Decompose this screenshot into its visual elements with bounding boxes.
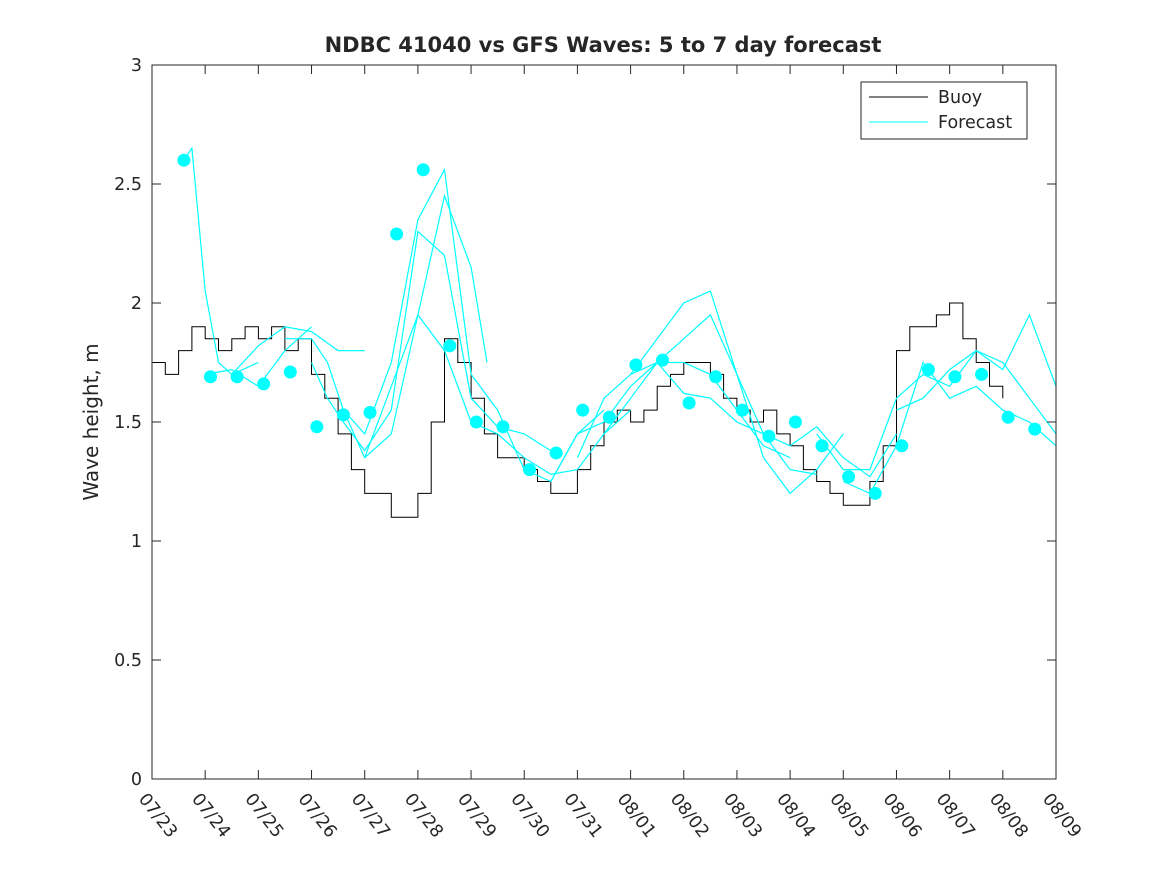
forecast-marker-point	[1001, 410, 1015, 424]
forecast-marker-point	[682, 396, 696, 410]
y-tick-label: 0.5	[114, 651, 142, 671]
forecast-marker-point	[496, 420, 510, 434]
buoy-series-line	[152, 302, 1004, 518]
forecast-marker-point	[868, 486, 882, 500]
forecast-series-line-3	[231, 326, 365, 375]
legend-forecast-label: Forecast	[938, 113, 1012, 133]
forecast-marker-point	[416, 163, 430, 177]
forecast-marker-point	[443, 339, 457, 353]
y-tick-label: 3	[131, 56, 142, 76]
legend-box	[860, 81, 1028, 140]
forecast-marker-point	[310, 420, 324, 434]
forecast-series-line-14	[896, 313, 1057, 411]
forecast-marker-point	[523, 463, 537, 477]
forecast-marker-point	[709, 370, 723, 384]
forecast-marker-point	[203, 370, 217, 384]
y-axis: 0 0.5 1 1.5 2 2.5 3	[114, 56, 1056, 790]
chart-title: NDBC 41040 vs GFS Waves: 5 to 7 day fore…	[325, 33, 882, 57]
forecast-marker-point	[390, 227, 404, 241]
forecast-marker-point	[762, 429, 776, 443]
y-tick-label: 1.5	[114, 413, 142, 433]
forecast-series-line-10	[603, 313, 844, 495]
forecast-marker-point	[815, 439, 829, 453]
forecast-series-line-4	[284, 193, 488, 459]
forecast-series-line-13	[843, 361, 1057, 495]
y-tick-label: 1	[131, 532, 142, 552]
forecast-marker-point	[629, 358, 643, 372]
forecast-marker-layer	[177, 153, 1042, 500]
forecast-marker-point	[735, 403, 749, 417]
y-axis-label: Wave height, m	[79, 343, 103, 500]
buoy-layer	[152, 302, 1004, 518]
forecast-marker-point	[975, 367, 989, 381]
forecast-marker-point	[283, 365, 297, 379]
forecast-marker-point	[1028, 422, 1042, 436]
forecast-marker-point	[895, 439, 909, 453]
forecast-marker-point	[948, 370, 962, 384]
forecast-marker-point	[788, 415, 802, 429]
y-tick-label: 2.5	[114, 175, 142, 195]
forecast-marker-point	[921, 363, 935, 377]
forecast-marker-point	[230, 370, 244, 384]
legend: Buoy Forecast	[860, 81, 1028, 140]
legend-buoy-label: Buoy	[938, 88, 982, 108]
forecast-marker-point	[469, 415, 483, 429]
forecast-marker-point	[576, 403, 590, 417]
forecast-marker-point	[336, 408, 350, 422]
forecast-marker-point	[177, 153, 191, 167]
forecast-marker-point	[257, 377, 271, 391]
forecast-series-line-7	[364, 313, 632, 476]
forecast-marker-point	[363, 405, 377, 419]
forecast-marker-point	[549, 446, 563, 460]
forecast-marker-point	[842, 470, 856, 484]
forecast-series-line-9	[576, 290, 817, 475]
y-tick-label: 0	[131, 770, 142, 790]
forecast-marker-point	[602, 410, 616, 424]
forecast-marker-point	[655, 353, 669, 367]
y-tick-label: 2	[131, 294, 142, 314]
